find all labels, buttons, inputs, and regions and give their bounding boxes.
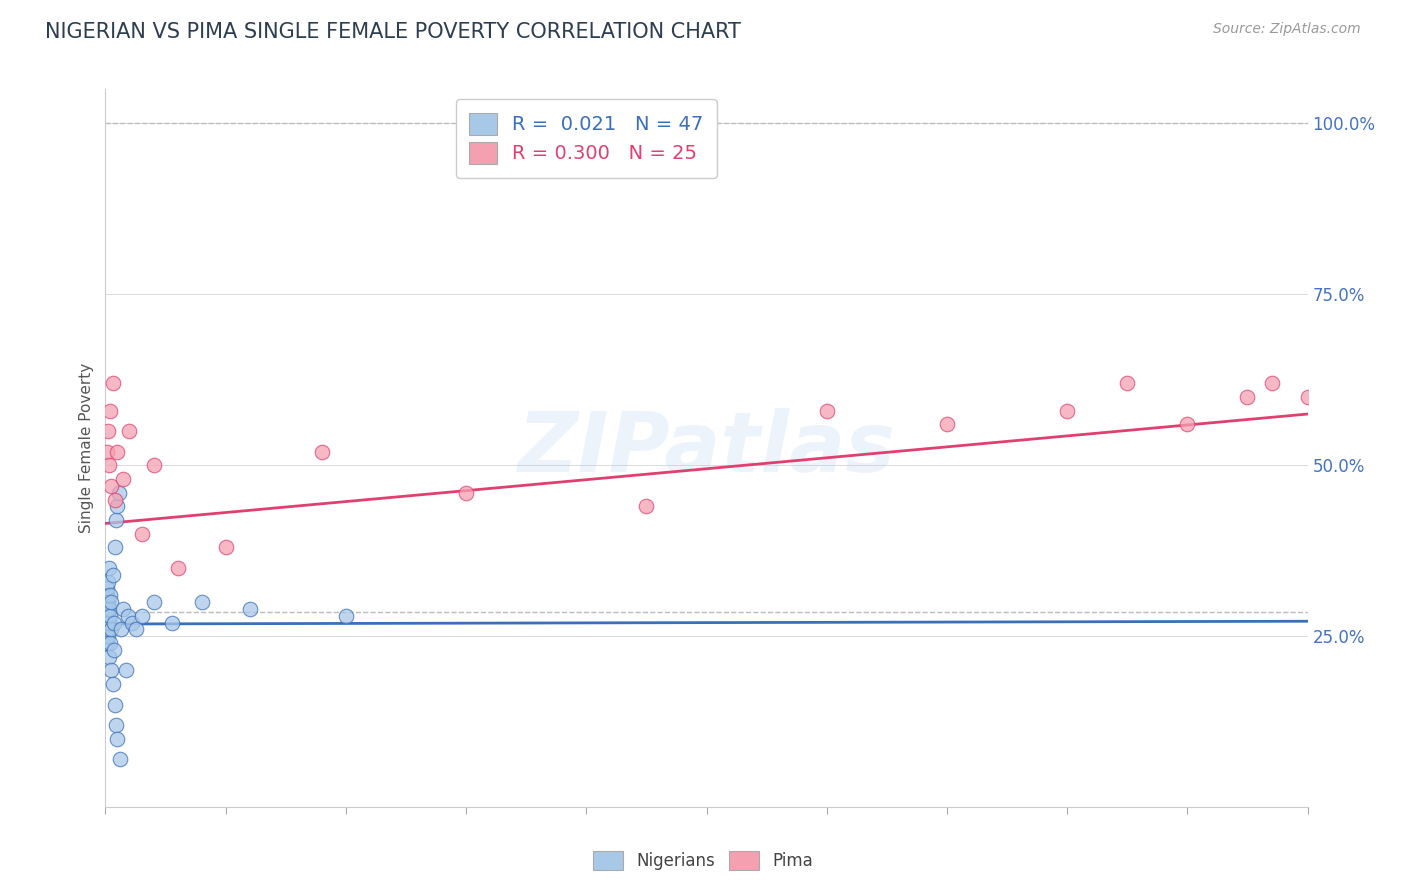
Point — [118, 424, 141, 438]
Point — [104, 492, 127, 507]
Point — [96, 444, 118, 458]
Point — [142, 458, 165, 473]
Point — [107, 731, 129, 746]
Point — [97, 424, 120, 438]
Point — [101, 677, 124, 691]
Point — [124, 623, 146, 637]
Point — [96, 582, 118, 596]
Point — [214, 541, 236, 555]
Point — [96, 602, 118, 616]
Point — [108, 752, 131, 766]
Point — [97, 608, 120, 623]
Point — [1296, 390, 1319, 404]
Point — [98, 636, 121, 650]
Point — [100, 623, 122, 637]
Point — [105, 718, 128, 732]
Point — [1177, 417, 1199, 432]
Point — [1236, 390, 1258, 404]
Point — [98, 561, 121, 575]
Point — [107, 444, 129, 458]
Point — [117, 608, 139, 623]
Point — [97, 629, 120, 643]
Point — [110, 623, 132, 637]
Point — [96, 623, 118, 637]
Point — [936, 417, 959, 432]
Text: ZIPatlas: ZIPatlas — [517, 408, 896, 489]
Point — [239, 602, 262, 616]
Point — [311, 444, 333, 458]
Point — [1116, 376, 1139, 391]
Point — [101, 376, 124, 391]
Text: NIGERIAN VS PIMA SINGLE FEMALE POVERTY CORRELATION CHART: NIGERIAN VS PIMA SINGLE FEMALE POVERTY C… — [45, 22, 741, 42]
Point — [131, 526, 153, 541]
Point — [1260, 376, 1282, 391]
Point — [166, 561, 188, 575]
Point — [103, 615, 125, 630]
Point — [96, 608, 118, 623]
Point — [121, 615, 143, 630]
Y-axis label: Single Female Poverty: Single Female Poverty — [79, 363, 94, 533]
Point — [96, 636, 118, 650]
Point — [100, 479, 122, 493]
Point — [98, 403, 121, 417]
Point — [98, 458, 121, 473]
Point — [96, 615, 118, 630]
Point — [100, 595, 122, 609]
Point — [1056, 403, 1078, 417]
Point — [97, 574, 120, 589]
Point — [815, 403, 838, 417]
Point — [112, 602, 135, 616]
Legend: R =  0.021   N = 47, R = 0.300   N = 25: R = 0.021 N = 47, R = 0.300 N = 25 — [456, 99, 717, 178]
Point — [104, 698, 127, 712]
Point — [97, 595, 120, 609]
Point — [98, 615, 121, 630]
Point — [112, 472, 135, 486]
Point — [98, 649, 121, 664]
Text: Source: ZipAtlas.com: Source: ZipAtlas.com — [1213, 22, 1361, 37]
Legend: Nigerians, Pima: Nigerians, Pima — [586, 844, 820, 877]
Point — [107, 500, 129, 514]
Point — [636, 500, 658, 514]
Point — [104, 541, 127, 555]
Point — [107, 485, 129, 500]
Point — [98, 602, 121, 616]
Point — [98, 588, 121, 602]
Point — [100, 664, 122, 678]
Point — [103, 643, 125, 657]
Point — [131, 608, 153, 623]
Point — [190, 595, 212, 609]
Point — [98, 608, 121, 623]
Point — [96, 588, 118, 602]
Point — [142, 595, 165, 609]
Point — [101, 567, 124, 582]
Point — [115, 664, 138, 678]
Point — [456, 485, 478, 500]
Point — [96, 595, 118, 609]
Point — [335, 608, 357, 623]
Point — [105, 513, 128, 527]
Point — [97, 623, 120, 637]
Point — [160, 615, 183, 630]
